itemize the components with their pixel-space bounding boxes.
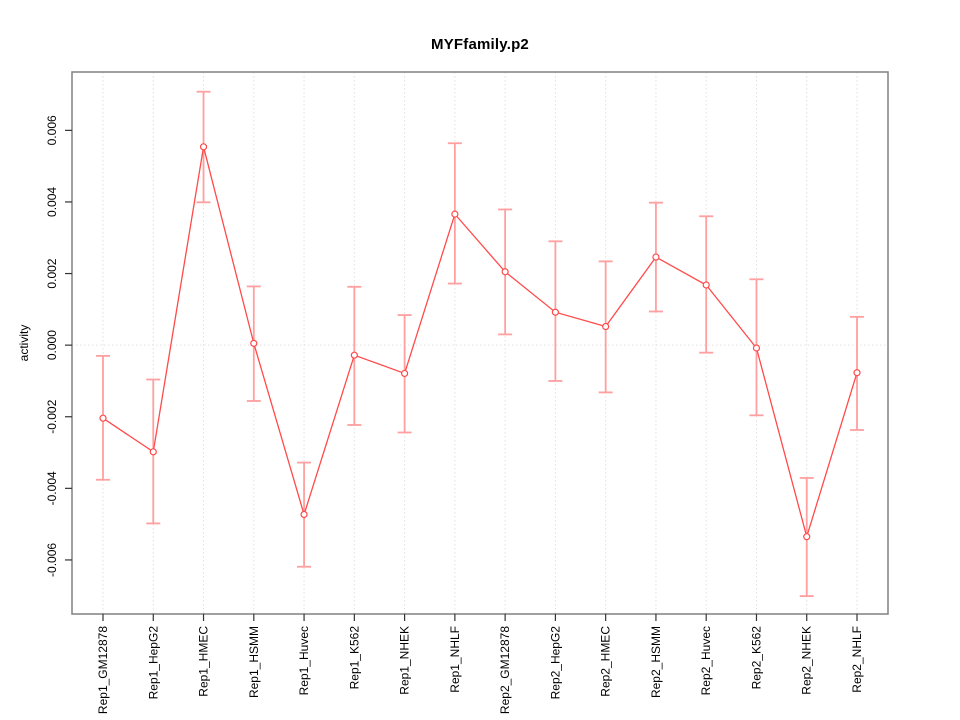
data-point [300, 510, 308, 519]
x-tick-label: Rep2_NHEK [800, 626, 814, 695]
y-tick-label: 0.000 [45, 330, 59, 360]
y-tick-label: 0.002 [45, 258, 59, 288]
chart-title: MYFfamily.p2 [431, 36, 529, 53]
x-axis: Rep1_GM12878 Rep1_HepG2 Rep1_HMEC Rep1_HSMM… [96, 614, 864, 714]
data-point [250, 339, 258, 347]
data-point [752, 344, 761, 352]
plot-area: -0.006 -0.004 -0.002 0.000 0.002 0.004 0.006 Re… [45, 71, 889, 714]
data-point [702, 281, 710, 289]
data-point [350, 351, 358, 359]
y-axis-label: activity [17, 325, 31, 362]
y-tick-label: -0.004 [45, 471, 59, 505]
x-tick-label: Rep2_HSMM [649, 626, 663, 698]
x-tick-label: Rep1_NHLF [448, 626, 462, 693]
x-tick-label: Rep1_HepG2 [146, 626, 160, 700]
error-bars [96, 90, 864, 598]
plot-border [71, 71, 889, 615]
data-point [99, 414, 107, 422]
x-tick-label: Rep2_GM12878 [498, 626, 512, 714]
data-point [199, 143, 208, 151]
x-tick-label: Rep1_Huvec [297, 626, 311, 695]
y-tick-label: -0.006 [45, 543, 59, 577]
data-point [401, 369, 409, 378]
x-tick-label: Rep2_HepG2 [548, 626, 562, 700]
x-tick-label: Rep2_NHLF [850, 626, 864, 693]
y-axis: -0.006 -0.004 -0.002 0.000 0.002 0.004 0.006 [45, 115, 72, 577]
y-tick-label: 0.006 [45, 115, 59, 145]
data-point [451, 210, 459, 218]
data-point [602, 322, 610, 331]
x-tick-label: Rep2_HMEC [599, 626, 613, 697]
data-point [853, 369, 861, 377]
data-point [551, 308, 560, 316]
x-tick-label: Rep1_HSMM [247, 626, 261, 698]
x-tick-label: Rep2_Huvec [699, 626, 713, 695]
gridlines [72, 72, 888, 614]
x-tick-label: Rep1_HMEC [197, 626, 211, 697]
data-point [803, 533, 811, 541]
x-tick-label: Rep1_GM12878 [96, 626, 110, 714]
data-point [652, 253, 660, 261]
data-point [501, 268, 509, 276]
x-tick-label: Rep1_K562 [347, 626, 361, 690]
data-point-markers [99, 143, 861, 541]
y-tick-label: -0.002 [45, 399, 59, 433]
x-tick-label: Rep1_NHEK [398, 626, 412, 695]
data-point [149, 448, 157, 456]
series-line [102, 146, 858, 540]
x-tick-label: Rep2_K562 [749, 626, 763, 690]
y-tick-label: 0.004 [45, 187, 59, 217]
